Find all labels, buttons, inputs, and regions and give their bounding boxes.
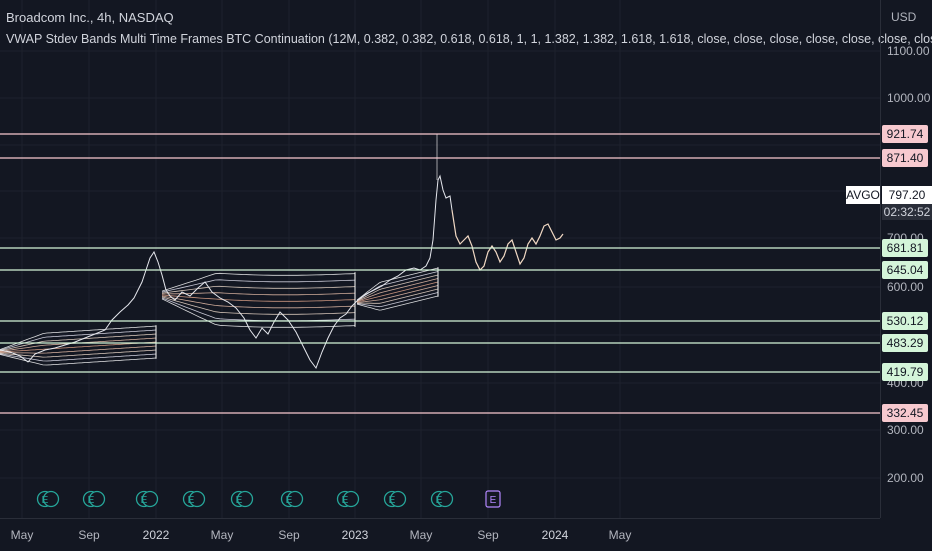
last-price-label: 797.20 xyxy=(882,186,932,204)
projection-line xyxy=(451,209,564,272)
time-tick-year: 2022 xyxy=(142,528,170,542)
price-series xyxy=(0,134,564,370)
vwap-band-line xyxy=(356,278,439,302)
level-label-support[interactable]: 530.12 xyxy=(882,312,928,330)
level-label-resistance[interactable]: 871.40 xyxy=(882,149,928,167)
price-chart[interactable] xyxy=(0,0,880,518)
price-tick: 300.00 xyxy=(887,423,924,437)
earnings-icon[interactable]: E xyxy=(82,489,106,509)
price-tick: 1000.00 xyxy=(887,91,931,105)
vwap-band-line xyxy=(0,354,157,366)
vwap-band-line xyxy=(0,345,157,354)
vwap-band-line xyxy=(161,272,356,292)
vwap-band-line xyxy=(161,279,356,293)
vwap-band-line xyxy=(161,292,356,296)
time-scale[interactable]: May Sep 2022 May Sep 2023 May Sep 2024 M… xyxy=(0,518,880,551)
svg-text:E: E xyxy=(389,495,396,506)
svg-text:E: E xyxy=(436,495,443,506)
price-tick: 1100.00 xyxy=(887,44,930,58)
time-tick: May xyxy=(409,528,433,542)
time-tick: May xyxy=(10,528,34,542)
price-line xyxy=(0,174,453,370)
vwap-band-line xyxy=(161,298,356,328)
vwap-band-line xyxy=(0,333,157,352)
vwap-band-line xyxy=(356,267,439,301)
time-tick: May xyxy=(210,528,234,542)
earnings-icon[interactable]: E xyxy=(36,489,60,509)
earnings-icon[interactable]: E xyxy=(280,489,304,509)
earnings-icon[interactable]: E xyxy=(230,489,254,509)
vwap-band-line xyxy=(357,288,439,304)
earnings-icon[interactable]: E xyxy=(430,489,454,509)
earnings-icon[interactable]: E xyxy=(336,489,360,509)
svg-text:E: E xyxy=(42,495,49,506)
vwap-band-line xyxy=(356,295,439,311)
price-tick: 600.00 xyxy=(887,280,924,294)
symbol-title[interactable]: Broadcom Inc., 4h, NASDAQ xyxy=(6,10,174,25)
vwap-band-line xyxy=(0,353,157,362)
vwap-band-line xyxy=(161,295,356,309)
vwap-band-line xyxy=(0,349,157,358)
vwap-band-line xyxy=(161,294,356,302)
svg-text:E: E xyxy=(141,495,148,506)
svg-text:E: E xyxy=(236,495,243,506)
chart-area[interactable] xyxy=(0,0,880,518)
earnings-icon[interactable]: E xyxy=(182,489,206,509)
level-label-support[interactable]: 483.29 xyxy=(882,334,928,352)
time-tick-year: 2023 xyxy=(341,528,369,542)
svg-text:E: E xyxy=(490,495,497,506)
vwap-band-line xyxy=(161,285,356,294)
vwap-band-line xyxy=(0,337,157,352)
level-label-resistance[interactable]: 921.74 xyxy=(882,125,928,143)
svg-text:E: E xyxy=(188,495,195,506)
earnings-icon[interactable]: E xyxy=(135,489,159,509)
earnings-icon[interactable]: E xyxy=(383,489,407,509)
level-label-support[interactable]: 681.81 xyxy=(882,239,928,257)
time-tick-year: 2024 xyxy=(541,528,569,542)
price-tick: 200.00 xyxy=(887,471,924,485)
chart-grid xyxy=(0,0,880,518)
vwap-band-line xyxy=(356,281,439,303)
currency-label: USD xyxy=(891,10,917,24)
time-tick: May xyxy=(608,528,632,542)
symbol-tag: AVGO xyxy=(846,186,880,204)
vwap-band-line xyxy=(161,296,356,315)
price-scale[interactable]: USD 1100.00 1000.00 700.00 600.00 400.00… xyxy=(880,0,932,518)
time-tick: Sep xyxy=(477,528,499,542)
svg-text:E: E xyxy=(342,495,349,506)
time-tick: Sep xyxy=(278,528,300,542)
vwap-band-line xyxy=(0,325,157,350)
vwap-bands xyxy=(0,267,439,366)
time-tick: Sep xyxy=(78,528,100,542)
vwap-band-line xyxy=(356,292,439,308)
bar-countdown: 02:32:52 xyxy=(882,204,932,220)
vwap-band-line xyxy=(356,285,439,303)
level-label-support[interactable]: 645.04 xyxy=(882,261,928,279)
svg-text:E: E xyxy=(88,495,95,506)
level-label-support[interactable]: 419.79 xyxy=(882,363,928,381)
vwap-band-line xyxy=(0,341,157,353)
svg-text:E: E xyxy=(286,495,293,506)
indicator-legend[interactable]: VWAP Stdev Bands Multi Time Frames BTC C… xyxy=(6,32,932,46)
upcoming-earnings-icon[interactable]: E xyxy=(484,489,504,509)
horizontal-levels xyxy=(0,133,880,414)
vwap-band-line xyxy=(356,274,439,302)
level-label-resistance[interactable]: 332.45 xyxy=(882,404,928,422)
